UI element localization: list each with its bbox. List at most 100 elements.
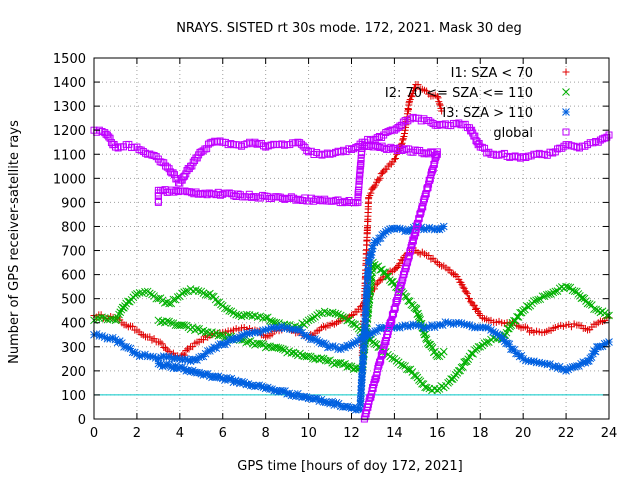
data-point [534, 295, 543, 304]
data-point [384, 226, 392, 235]
y-tick-label: 400 [61, 317, 86, 332]
data-point [201, 328, 210, 336]
data-point [400, 146, 408, 154]
x-tick-label: 20 [515, 426, 532, 441]
data-point [317, 354, 326, 363]
data-point [157, 353, 165, 362]
data-point [381, 268, 390, 277]
data-point [343, 316, 352, 325]
data-point [174, 188, 182, 196]
data-point [570, 320, 578, 328]
y-tick-label: 1500 [53, 52, 86, 67]
data-point [482, 338, 491, 346]
data-point [377, 170, 385, 178]
data-point [483, 149, 491, 157]
data-point [156, 338, 164, 346]
data-point [452, 120, 460, 128]
x-tick-label: 8 [262, 426, 270, 441]
data-point [510, 316, 518, 325]
data-point [261, 384, 270, 393]
data-point [425, 251, 433, 259]
data-point [298, 351, 306, 360]
data-point [349, 320, 358, 328]
data-point [406, 322, 415, 330]
data-point [162, 162, 170, 170]
data-point [205, 189, 213, 197]
data-point [135, 352, 144, 361]
data-point [560, 284, 568, 293]
data-point [406, 96, 414, 104]
data-point [441, 120, 449, 128]
data-point [414, 321, 423, 330]
data-point [383, 165, 391, 173]
data-point [315, 397, 324, 405]
data-point [384, 128, 392, 136]
data-point [188, 189, 196, 197]
y-tick-label: 1300 [53, 100, 86, 115]
data-point [243, 310, 251, 319]
data-point [221, 304, 229, 313]
data-point [370, 183, 378, 191]
data-point [100, 333, 109, 342]
data-point [366, 330, 375, 339]
data-point [156, 158, 164, 166]
data-point [257, 382, 266, 391]
data-point [459, 283, 467, 291]
data-point [199, 336, 207, 344]
data-point [130, 143, 138, 151]
data-point [397, 360, 405, 369]
data-point [283, 323, 291, 332]
data-point [423, 185, 431, 193]
data-point [356, 404, 365, 413]
data-point [527, 357, 536, 366]
data-point [165, 352, 173, 361]
data-point [545, 290, 553, 299]
data-point [421, 383, 429, 392]
data-point [398, 139, 406, 147]
data-point [425, 223, 434, 232]
data-point [591, 347, 600, 356]
data-point [233, 334, 242, 343]
data-point [303, 147, 311, 155]
data-point [238, 331, 246, 340]
data-point [197, 369, 206, 378]
data-point [398, 225, 407, 234]
legend-label: I3: SZA > 110 [442, 106, 533, 121]
data-point [462, 320, 471, 329]
data-point [587, 353, 596, 361]
data-point [568, 286, 577, 295]
axis-ticks: 0 2 4 6 8 10 12 14 16 18 20 22 240100200300400500600… [53, 52, 617, 441]
data-point [359, 351, 368, 360]
data-point [367, 248, 376, 257]
data-point [600, 339, 609, 348]
data-point [429, 120, 437, 128]
data-point [267, 194, 275, 202]
data-point [167, 363, 176, 371]
data-point [543, 360, 552, 369]
data-point [345, 403, 354, 412]
data-point [349, 339, 358, 348]
data-point [225, 336, 234, 344]
data-point [433, 225, 442, 233]
data-point [310, 197, 318, 205]
data-point [318, 197, 326, 205]
data-point [180, 321, 188, 329]
data-point [376, 266, 384, 274]
data-point [336, 402, 345, 411]
data-point [162, 353, 171, 362]
data-point [304, 352, 313, 361]
data-point [252, 193, 260, 201]
data-point [149, 352, 157, 361]
data-point [145, 289, 154, 298]
data-point [319, 339, 328, 347]
data-point [601, 134, 609, 142]
data-point [398, 322, 407, 330]
data-point [493, 330, 502, 339]
data-point [420, 225, 428, 234]
data-point [150, 152, 158, 160]
data-point [437, 350, 446, 359]
data-point [98, 313, 106, 322]
y-tick-label: 1400 [53, 76, 86, 91]
data-point [349, 365, 358, 373]
data-point [129, 322, 137, 330]
